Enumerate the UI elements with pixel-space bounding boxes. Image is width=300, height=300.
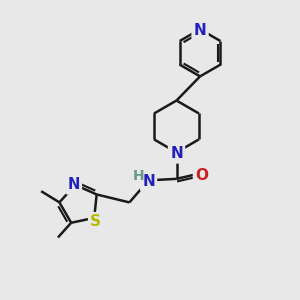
- Text: N: N: [194, 23, 206, 38]
- Text: N: N: [68, 177, 80, 192]
- Text: N: N: [142, 174, 155, 189]
- Text: H: H: [132, 169, 144, 183]
- Text: N: N: [170, 146, 183, 161]
- Text: S: S: [90, 214, 101, 229]
- Text: O: O: [195, 168, 208, 183]
